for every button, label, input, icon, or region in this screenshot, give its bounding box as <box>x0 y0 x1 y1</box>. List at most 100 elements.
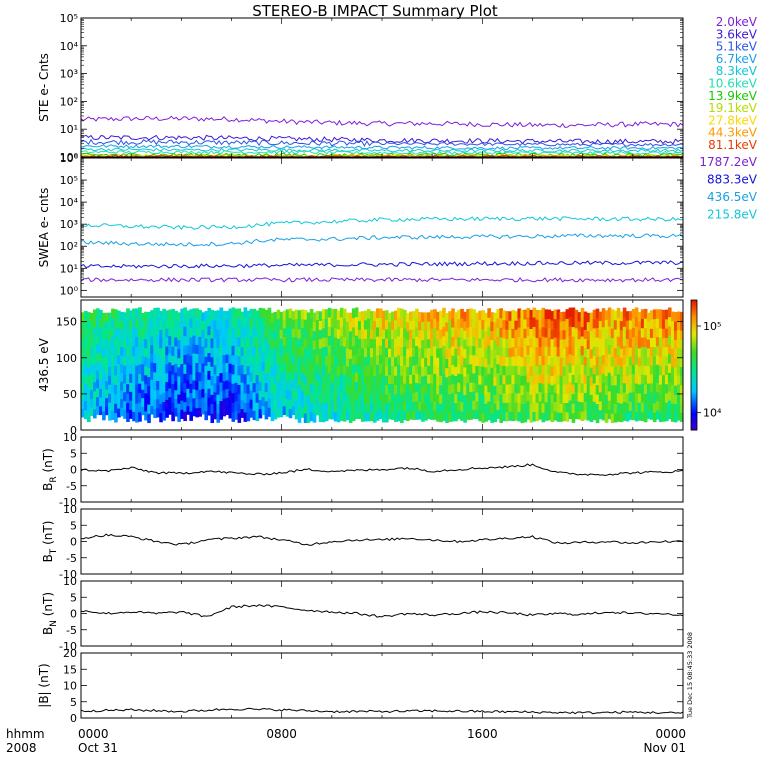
heatmap-cell <box>279 373 284 383</box>
heatmap-cell <box>628 356 633 366</box>
heatmap-cell <box>508 402 513 412</box>
y-tick-label: 5 <box>70 696 77 709</box>
heatmap-cell <box>592 410 597 421</box>
colorbar-step <box>691 404 697 407</box>
heatmap-cell <box>255 337 260 348</box>
heatmap-cell <box>574 346 579 356</box>
heatmap-cell <box>637 375 642 385</box>
heatmap-cell <box>336 366 341 376</box>
heatmap-cell <box>595 384 600 395</box>
pad-y-axis-label: 436.5 eV <box>37 337 51 392</box>
heatmap-cell <box>174 328 178 338</box>
heatmap-cell <box>222 363 227 373</box>
heatmap-cell <box>180 409 184 419</box>
heatmap-cell <box>168 335 172 345</box>
heatmap-cell <box>243 307 248 318</box>
heatmap-cell <box>622 373 627 384</box>
heatmap-cell <box>604 403 609 414</box>
heatmap-cell <box>535 337 540 348</box>
heatmap-cell <box>409 347 413 357</box>
heatmap-cell <box>327 372 332 383</box>
heatmap-cell <box>481 319 485 330</box>
heatmap-cell <box>111 382 115 393</box>
heatmap-cell <box>469 317 473 328</box>
swea-series-2158ev <box>81 216 683 231</box>
heatmap-cell <box>670 357 675 367</box>
heatmap-cell <box>366 411 371 422</box>
heatmap-cell <box>291 311 296 321</box>
heatmap-cell <box>201 320 206 330</box>
heatmap-cell <box>90 355 94 365</box>
heatmap-cell <box>634 354 639 365</box>
colorbar-step <box>691 356 697 359</box>
heatmap-cell <box>141 312 145 322</box>
heatmap-cell <box>460 411 464 421</box>
heatmap-cell <box>93 354 97 365</box>
heatmap-cell <box>646 365 651 375</box>
heatmap-cell <box>339 411 344 421</box>
heatmap-cell <box>303 394 308 405</box>
heatmap-cell <box>442 392 446 403</box>
heatmap-cell <box>288 381 293 391</box>
heatmap-cell <box>252 355 257 365</box>
heatmap-cell <box>661 402 666 413</box>
heatmap-cell <box>225 371 230 381</box>
heatmap-cell <box>484 385 488 395</box>
heatmap-cell <box>571 307 576 318</box>
heatmap-cell <box>369 411 374 422</box>
heatmap-cell <box>607 390 612 401</box>
heatmap-cell <box>183 316 187 327</box>
heatmap-cell <box>436 311 440 322</box>
heatmap-cell <box>391 311 395 321</box>
heatmap-cell <box>186 371 190 381</box>
heatmap-cell <box>336 403 341 414</box>
heatmap-cell <box>586 402 591 412</box>
heatmap-cell <box>222 310 227 321</box>
heatmap-cell <box>102 393 106 403</box>
heatmap-cell <box>159 347 163 358</box>
heatmap-cell <box>210 394 215 405</box>
heatmap-cell <box>652 384 657 395</box>
heatmap-cell <box>652 309 657 320</box>
heatmap-cell <box>294 400 299 411</box>
heatmap-cell <box>613 338 618 349</box>
bt-y-axis-label: BT (nT) <box>41 521 59 563</box>
heatmap-cell <box>454 375 458 386</box>
heatmap-cell <box>312 339 317 350</box>
heatmap-cell <box>204 329 209 339</box>
colorbar-step <box>691 323 697 327</box>
heatmap-cell <box>508 374 513 385</box>
heatmap-cell <box>363 310 368 321</box>
heatmap-cell <box>258 372 263 382</box>
colorbar-step <box>691 427 697 431</box>
heatmap-cell <box>312 349 317 359</box>
heatmap-cell <box>418 392 422 402</box>
heatmap-cell <box>219 363 224 374</box>
heatmap-cell <box>613 357 618 367</box>
heatmap-cell <box>102 339 106 349</box>
heatmap-cell <box>264 318 269 329</box>
heatmap-cell <box>84 373 88 384</box>
heatmap-cell <box>153 335 157 345</box>
heatmap-cell <box>598 338 603 348</box>
heatmap-cell <box>174 398 178 408</box>
heatmap-cell <box>216 347 221 358</box>
heatmap-cell <box>673 339 678 350</box>
heatmap-cell <box>132 336 136 347</box>
heatmap-cell <box>517 336 522 347</box>
heatmap-cell <box>195 407 199 418</box>
heatmap-cell <box>309 374 314 384</box>
heatmap-cell <box>375 308 380 319</box>
heatmap-cell <box>162 410 166 421</box>
heatmap-cell <box>529 309 534 320</box>
heatmap-cell <box>168 379 172 389</box>
heatmap-cell <box>676 374 681 385</box>
heatmap-cell <box>351 355 356 365</box>
heatmap-cell <box>526 345 531 355</box>
heatmap-cell <box>586 411 591 421</box>
heatmap-cell <box>375 327 380 337</box>
heatmap-cell <box>652 318 657 329</box>
heatmap-cell <box>180 363 184 374</box>
heatmap-cell <box>499 384 503 395</box>
heatmap-cell <box>568 363 573 373</box>
